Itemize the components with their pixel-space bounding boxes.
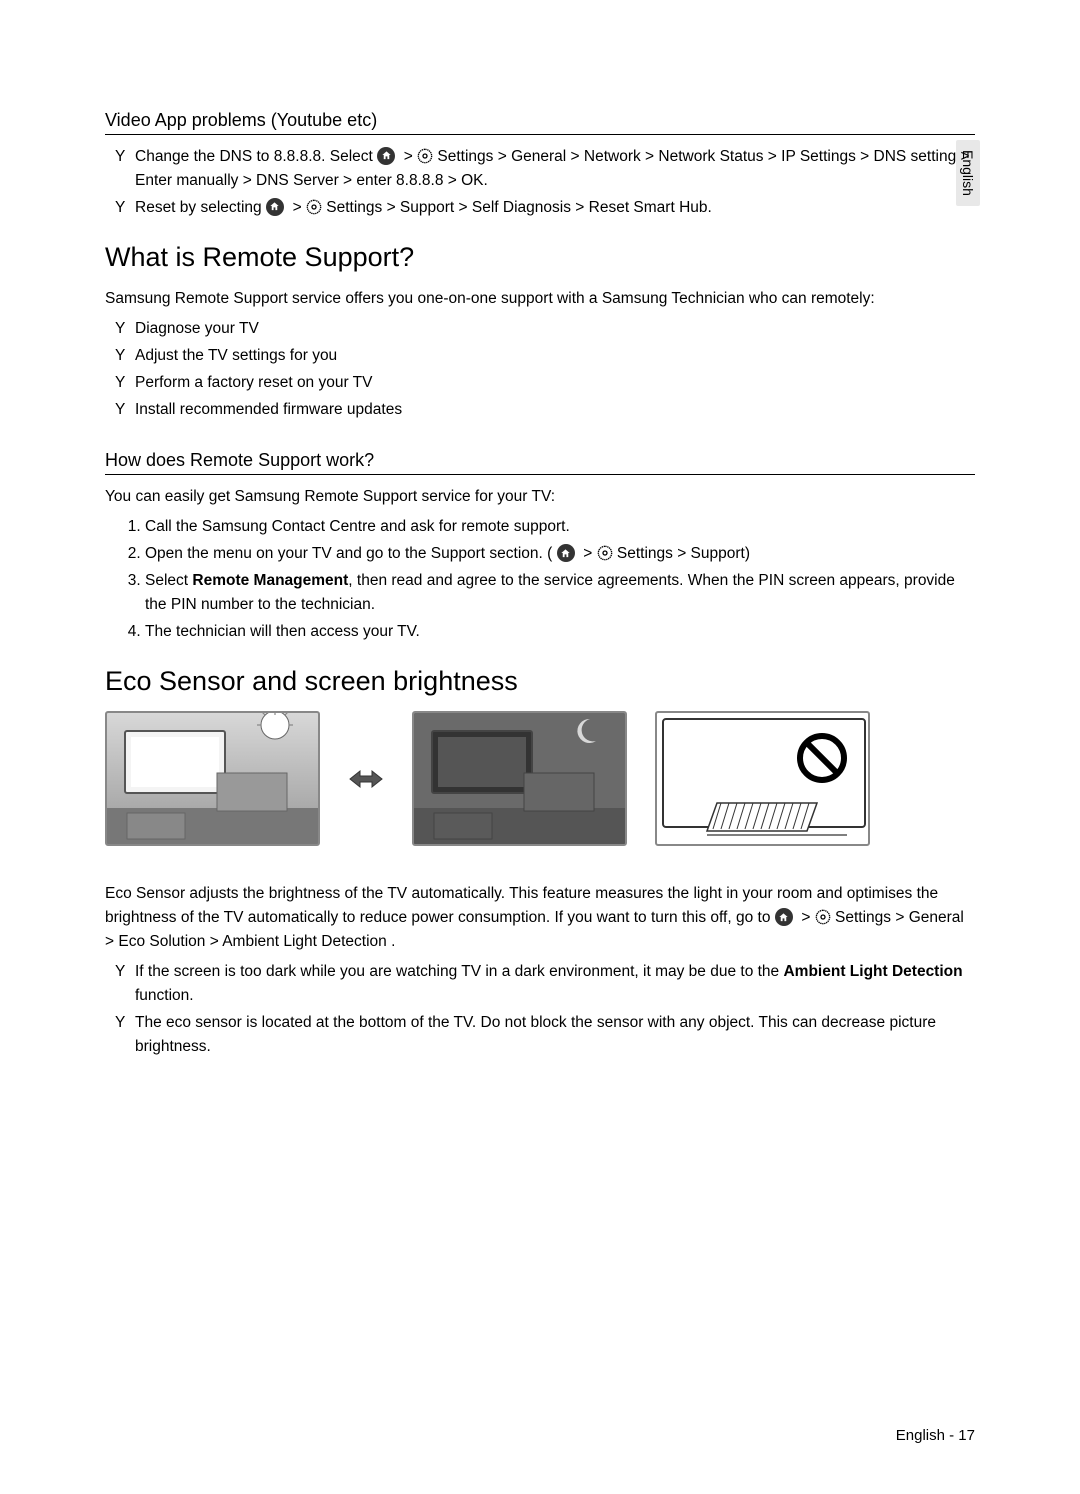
how-intro: You can easily get Samsung Remote Suppor… xyxy=(105,485,975,509)
list-item: Perform a factory reset on your TV xyxy=(123,371,975,395)
text: Eco Sensor adjusts the brightness of the… xyxy=(105,885,938,926)
remote-intro: Samsung Remote Support service offers yo… xyxy=(105,287,975,311)
text: Change the DNS to 8.8.8.8. Select xyxy=(135,148,377,165)
page-footer: English - 17 xyxy=(0,1427,1080,1444)
bold-text: Remote Management xyxy=(192,572,348,589)
gear-icon xyxy=(306,199,322,215)
eco-section-heading: Eco Sensor and screen brightness xyxy=(105,666,975,697)
gear-icon xyxy=(597,545,613,561)
text: Settings > Support) xyxy=(617,545,750,562)
home-icon xyxy=(557,544,575,562)
remote-section-heading: What is Remote Support? xyxy=(105,242,975,273)
home-icon xyxy=(266,198,284,216)
bold-text: Ambient Light Detection xyxy=(783,963,962,980)
video-section-heading: Video App problems (Youtube etc) xyxy=(105,110,975,135)
illustration-dark-room xyxy=(412,711,627,846)
text: function. xyxy=(135,987,194,1004)
text: Settings > Support > Self Diagnosis > Re… xyxy=(326,199,712,216)
illustration-sensor-blocked xyxy=(655,711,870,846)
bidirectional-arrow-icon xyxy=(348,765,384,793)
text: Reset by selecting xyxy=(135,199,266,216)
remote-bullet-list: Diagnose your TV Adjust the TV settings … xyxy=(105,317,975,422)
list-item: If the screen is too dark while you are … xyxy=(123,960,975,1008)
list-item: Select Remote Management, then read and … xyxy=(145,569,975,617)
list-item: Open the menu on your TV and go to the S… xyxy=(145,542,975,566)
eco-illustrations xyxy=(105,711,975,846)
list-item: Reset by selecting > Settings > Support … xyxy=(123,196,975,220)
gear-icon xyxy=(417,148,433,164)
text: Open the menu on your TV and go to the S… xyxy=(145,545,552,562)
how-steps-list: Call the Samsung Contact Centre and ask … xyxy=(105,515,975,644)
list-item: Install recommended firmware updates xyxy=(123,398,975,422)
video-bullet-list: Change the DNS to 8.8.8.8. Select > Sett… xyxy=(105,145,975,220)
text: If the screen is too dark while you are … xyxy=(135,963,783,980)
home-icon xyxy=(775,908,793,926)
home-icon xyxy=(377,147,395,165)
list-item: Call the Samsung Contact Centre and ask … xyxy=(145,515,975,539)
list-item: Adjust the TV settings for you xyxy=(123,344,975,368)
illustration-bright-room xyxy=(105,711,320,846)
list-item: The eco sensor is located at the bottom … xyxy=(123,1011,975,1059)
list-item: Change the DNS to 8.8.8.8. Select > Sett… xyxy=(123,145,975,193)
text: Select xyxy=(145,572,192,589)
how-section-heading: How does Remote Support work? xyxy=(105,450,975,475)
list-item: Diagnose your TV xyxy=(123,317,975,341)
eco-bullet-list: If the screen is too dark while you are … xyxy=(105,960,975,1059)
list-item: The technician will then access your TV. xyxy=(145,620,975,644)
eco-paragraph: Eco Sensor adjusts the brightness of the… xyxy=(105,882,975,954)
gear-icon xyxy=(815,909,831,925)
